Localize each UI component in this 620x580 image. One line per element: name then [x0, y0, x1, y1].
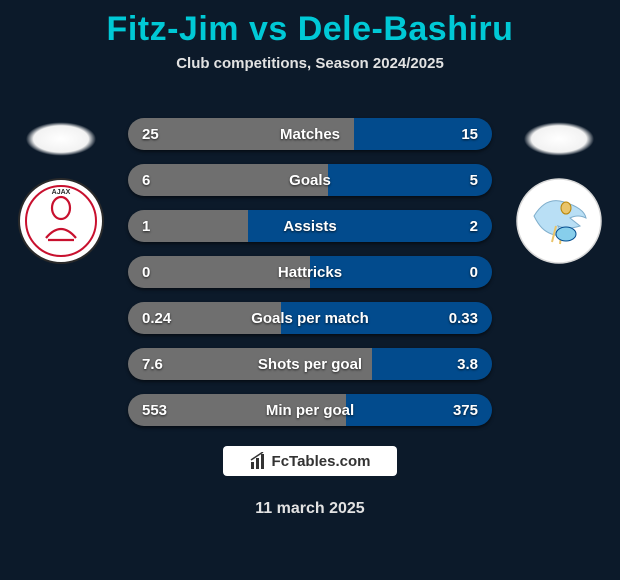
stat-row: 0.24Goals per match0.33 [128, 302, 492, 334]
player-left-column: AJAX [6, 110, 116, 264]
stat-row: 0Hattricks0 [128, 256, 492, 288]
stat-row: 6Goals5 [128, 164, 492, 196]
stat-label: Matches [128, 126, 492, 143]
stats-bars-container: 25Matches15 6Goals5 1Assists2 0Hattricks0 0.… [128, 118, 492, 426]
stat-label: Goals per match [128, 310, 492, 327]
stat-label: Hattricks [128, 264, 492, 281]
page-subtitle: Club competitions, Season 2024/2025 [0, 55, 620, 72]
lazio-crest-icon [516, 178, 602, 264]
stat-row: 25Matches15 [128, 118, 492, 150]
player-silhouette-left [11, 110, 111, 168]
stat-label: Assists [128, 218, 492, 235]
player-silhouette-right [509, 110, 609, 168]
svg-text:AJAX: AJAX [52, 189, 71, 196]
club-crest-left: AJAX [18, 178, 104, 264]
fctables-logo: FcTables.com [223, 446, 397, 476]
stat-row: 7.6Shots per goal3.8 [128, 348, 492, 380]
player-right-column [504, 110, 614, 264]
stat-label: Min per goal [128, 402, 492, 419]
stat-row: 553Min per goal375 [128, 394, 492, 426]
fctables-logo-text: FcTables.com [272, 453, 371, 470]
club-crest-right [516, 178, 602, 264]
stat-label: Shots per goal [128, 356, 492, 373]
ajax-crest-icon: AJAX [18, 178, 104, 264]
page-title: Fitz-Jim vs Dele-Bashiru [0, 0, 620, 49]
chart-icon [250, 452, 268, 470]
stat-row: 1Assists2 [128, 210, 492, 242]
stat-label: Goals [128, 172, 492, 189]
date-text: 11 march 2025 [0, 500, 620, 518]
